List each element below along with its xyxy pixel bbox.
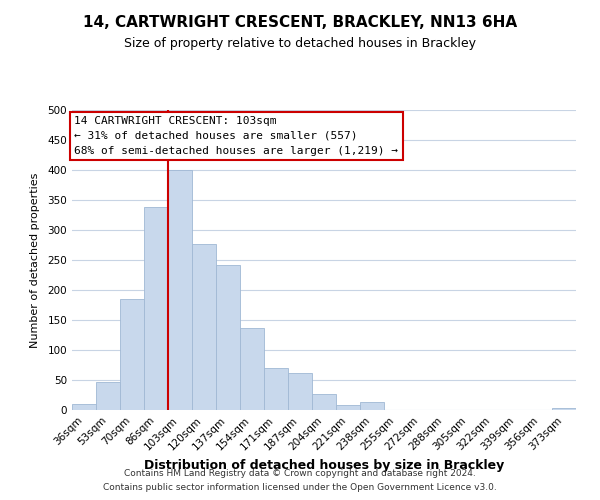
Bar <box>120 299 144 410</box>
Bar <box>96 382 120 410</box>
Bar <box>264 368 288 410</box>
Bar <box>192 244 216 410</box>
Y-axis label: Number of detached properties: Number of detached properties <box>31 172 40 348</box>
Bar <box>552 408 576 410</box>
Text: Size of property relative to detached houses in Brackley: Size of property relative to detached ho… <box>124 38 476 51</box>
Bar <box>144 207 168 410</box>
Bar <box>216 265 240 410</box>
Bar <box>72 404 96 410</box>
Bar <box>288 373 312 410</box>
Text: 14 CARTWRIGHT CRESCENT: 103sqm
← 31% of detached houses are smaller (557)
68% of: 14 CARTWRIGHT CRESCENT: 103sqm ← 31% of … <box>74 116 398 156</box>
Bar <box>240 328 264 410</box>
Bar <box>168 170 192 410</box>
Bar <box>312 394 336 410</box>
Bar <box>360 402 384 410</box>
Text: 14, CARTWRIGHT CRESCENT, BRACKLEY, NN13 6HA: 14, CARTWRIGHT CRESCENT, BRACKLEY, NN13 … <box>83 15 517 30</box>
X-axis label: Distribution of detached houses by size in Brackley: Distribution of detached houses by size … <box>144 458 504 471</box>
Text: Contains HM Land Registry data © Crown copyright and database right 2024.: Contains HM Land Registry data © Crown c… <box>124 468 476 477</box>
Bar <box>336 405 360 410</box>
Text: Contains public sector information licensed under the Open Government Licence v3: Contains public sector information licen… <box>103 484 497 492</box>
